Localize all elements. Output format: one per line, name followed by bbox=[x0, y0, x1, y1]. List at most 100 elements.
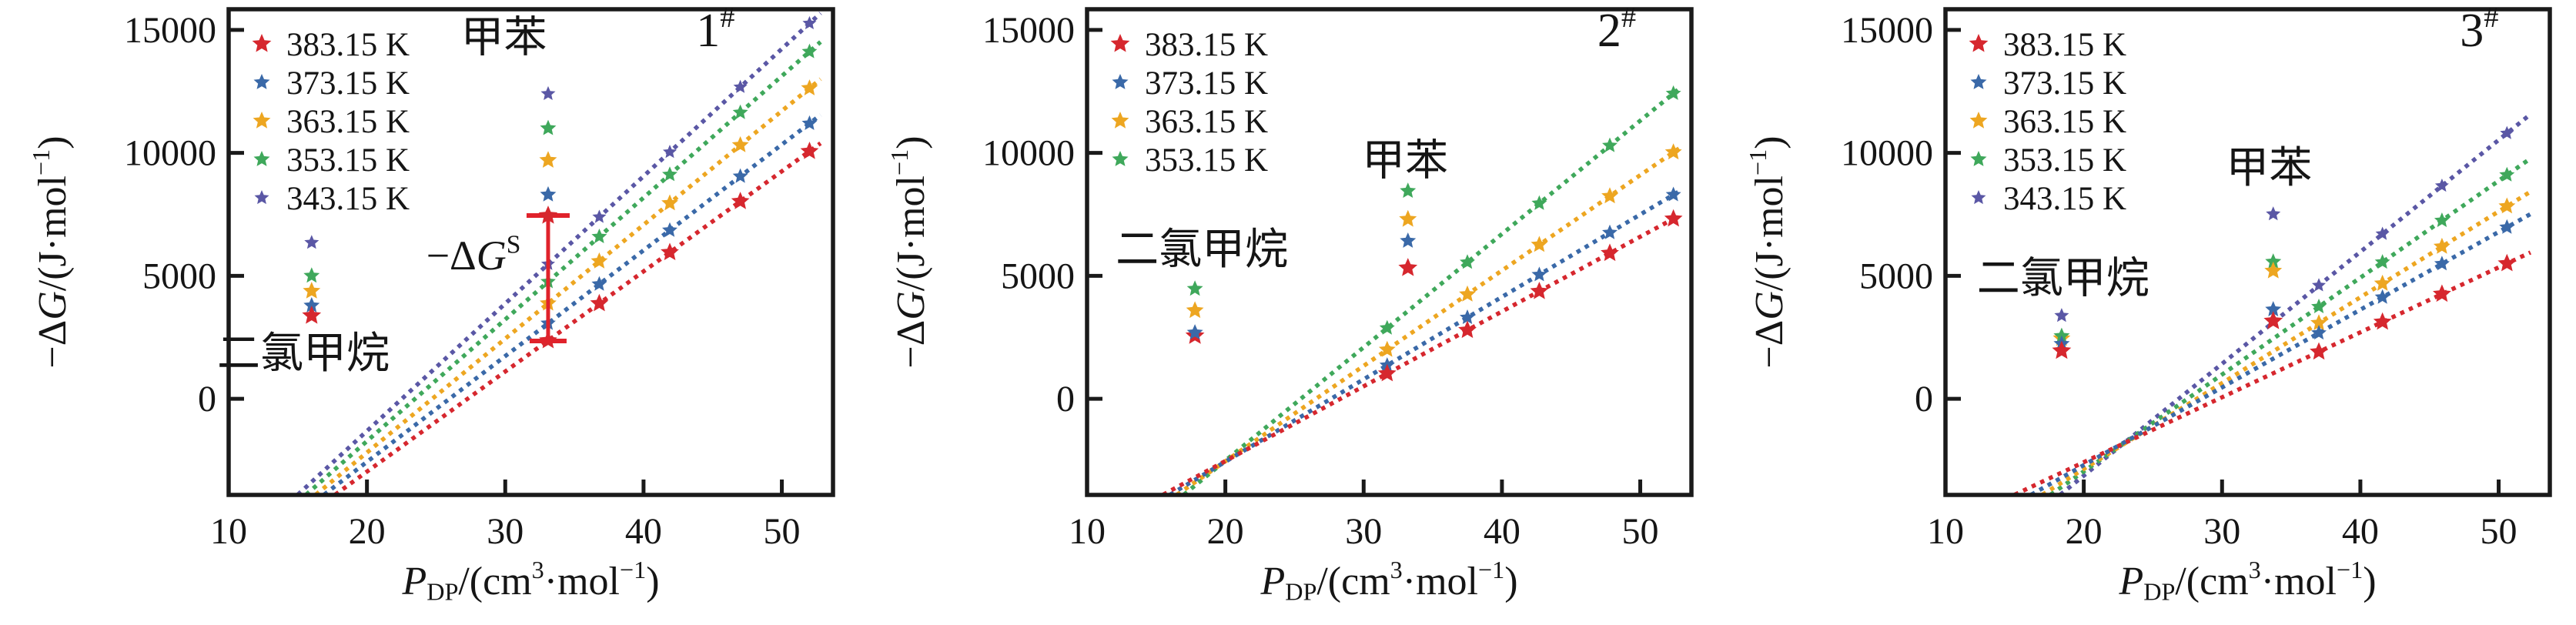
line-star-marker bbox=[731, 192, 750, 209]
x-axis-tick-label: 30 bbox=[487, 511, 524, 552]
toluene-point bbox=[540, 119, 557, 135]
x-axis-tick-label: 10 bbox=[210, 511, 247, 552]
legend-star-icon bbox=[1970, 151, 1987, 166]
line-star-marker bbox=[663, 145, 677, 159]
line-star-marker bbox=[591, 276, 607, 291]
fit-line-343.15K bbox=[2059, 112, 2532, 496]
line-star-marker bbox=[800, 142, 819, 159]
legend-star-icon bbox=[253, 112, 271, 129]
fit-line-353.15K bbox=[1183, 87, 1681, 496]
dcm-label: 二氯甲烷 bbox=[1977, 256, 2149, 303]
line-star-marker bbox=[732, 104, 748, 119]
toluene-point bbox=[539, 151, 557, 168]
line-star-marker bbox=[1601, 187, 1618, 204]
x-axis-tick-label: 20 bbox=[2066, 511, 2103, 552]
line-star-marker bbox=[592, 209, 607, 223]
line-star-marker bbox=[1458, 320, 1477, 339]
line-star-marker bbox=[2434, 179, 2449, 192]
line-star-marker bbox=[1530, 282, 1549, 299]
plot-border bbox=[1943, 7, 2552, 497]
legend-label: 383.15 K bbox=[2003, 27, 2126, 63]
legend-star-icon bbox=[253, 74, 270, 89]
x-axis-tick-label: 50 bbox=[764, 511, 801, 552]
toluene-cluster: 甲苯 bbox=[2226, 145, 2312, 329]
toluene-label: 甲苯 bbox=[1362, 137, 1448, 185]
dcm-cluster: 二氯甲烷 bbox=[1116, 226, 1288, 344]
plot-border bbox=[226, 7, 835, 497]
dcm-point bbox=[303, 282, 321, 299]
legend-star-icon bbox=[1971, 190, 1986, 205]
line-star-marker bbox=[2375, 226, 2390, 240]
legend-label: 343.15 K bbox=[2003, 181, 2126, 217]
legend-star-icon bbox=[1110, 34, 1130, 52]
line-star-marker bbox=[1665, 186, 1681, 202]
legend-star-icon bbox=[254, 190, 269, 205]
line-star-marker bbox=[591, 229, 607, 243]
line-star-marker bbox=[2499, 219, 2515, 234]
legend-star-icon bbox=[253, 151, 270, 166]
axes: 10 20 30 40 50 0 5000 10000 15000 PDP/(cm3·mol−1)… bbox=[885, 10, 1658, 605]
line-star-marker bbox=[590, 252, 608, 269]
line-star-markers bbox=[2310, 125, 2517, 360]
legend-label: 363.15 K bbox=[1145, 104, 1268, 140]
line-star-marker bbox=[731, 136, 749, 152]
line-star-marker bbox=[661, 194, 678, 211]
line-star-marker bbox=[2499, 166, 2515, 182]
legend-star-icon bbox=[1969, 34, 1989, 52]
x-axis-label: PDP/(cm3·mol−1) bbox=[401, 556, 659, 605]
line-star-markers bbox=[1377, 85, 1683, 382]
legend-label: 373.15 K bbox=[2003, 65, 2126, 102]
delta-g-annotation: −ΔGS bbox=[427, 213, 570, 343]
y-axis-tick-label: 5000 bbox=[142, 256, 216, 296]
line-star-marker bbox=[1602, 224, 1618, 239]
line-star-marker bbox=[662, 222, 677, 237]
x-axis-tick-label: 20 bbox=[349, 511, 386, 552]
legend-label: 383.15 K bbox=[1145, 27, 1268, 63]
toluene-point bbox=[540, 185, 557, 202]
y-axis-tick-label: 0 bbox=[198, 379, 216, 419]
line-star-marker bbox=[2374, 289, 2390, 304]
line-star-marker bbox=[2310, 314, 2327, 330]
line-star-marker bbox=[1378, 340, 1396, 357]
toluene-point bbox=[2263, 311, 2283, 329]
toluene-point bbox=[1399, 209, 1417, 227]
axes: 10 20 30 40 50 0 5000 10000 15000 PDP/(cm3·mol−1)… bbox=[1744, 10, 2517, 605]
line-star-marker bbox=[1531, 266, 1547, 282]
panel-tag: 1# bbox=[696, 2, 734, 57]
dcm-point bbox=[304, 235, 319, 249]
x-axis-tick-label: 10 bbox=[1927, 511, 1964, 552]
line-star-marker bbox=[1460, 309, 1475, 324]
toluene-point bbox=[2265, 253, 2282, 269]
delta-g-annotation-label: −ΔGS bbox=[427, 230, 521, 279]
dcm-point bbox=[2053, 327, 2070, 343]
dcm-point bbox=[302, 306, 322, 324]
legend-label: 363.15 K bbox=[2003, 104, 2126, 140]
legend-label: 363.15 K bbox=[286, 104, 410, 140]
line-star-marker bbox=[733, 79, 748, 93]
x-axis-tick-label: 50 bbox=[2481, 511, 2517, 552]
line-star-marker bbox=[1460, 254, 1475, 269]
toluene-point bbox=[538, 206, 558, 224]
panel-1: −ΔGS 甲苯 二氯甲烷 10 20 30 40 50 0 5000 10000 15000 PDP/(… bbox=[0, 0, 858, 625]
panel-tag: 2# bbox=[1597, 2, 1636, 57]
line-star-marker bbox=[2500, 125, 2514, 139]
legend-label: 383.15 K bbox=[286, 27, 410, 63]
fit-line-363.15K bbox=[1176, 146, 1681, 496]
line-star-marker bbox=[2433, 237, 2451, 254]
y-axis-tick-label: 5000 bbox=[1001, 256, 1075, 296]
dcm-label: 二氯甲烷 bbox=[217, 330, 390, 378]
line-star-marker bbox=[1459, 285, 1476, 302]
x-axis-tick-label: 20 bbox=[1207, 511, 1244, 552]
line-star-marker bbox=[801, 115, 818, 130]
legend-label: 353.15 K bbox=[1145, 142, 1268, 179]
panel-2: 甲苯二氯甲烷 10 20 30 40 50 0 5000 10000 15000 PDP/(cm3·… bbox=[858, 0, 1717, 625]
y-axis-tick-label: 10000 bbox=[124, 133, 216, 174]
legend-label: 373.15 K bbox=[286, 65, 410, 102]
toluene-point bbox=[2266, 206, 2281, 221]
y-axis-tick-label: 5000 bbox=[1859, 256, 1933, 296]
line-star-marker bbox=[662, 166, 677, 182]
